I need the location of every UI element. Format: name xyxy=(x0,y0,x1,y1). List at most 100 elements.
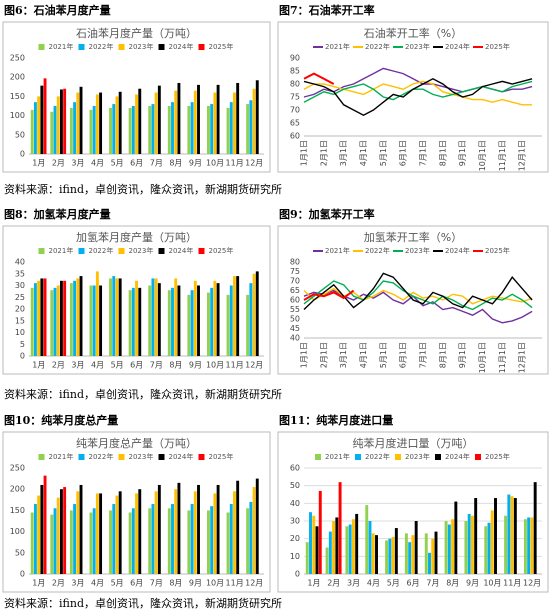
x-tick-label: 2月 xyxy=(52,579,65,588)
x-tick-label: 2月 xyxy=(52,159,65,168)
x-tick-label: 10月 xyxy=(206,579,224,588)
legend-swatch xyxy=(198,44,205,50)
bar xyxy=(177,482,181,574)
bar xyxy=(404,533,408,574)
bar xyxy=(112,104,116,154)
y-tick-label: 65 xyxy=(290,119,300,128)
bar xyxy=(197,84,200,154)
bar xyxy=(56,96,60,154)
bar xyxy=(63,487,67,574)
x-tick-label: 10月1日 xyxy=(478,342,487,373)
x-tick-label: 9月 xyxy=(189,159,202,168)
bar xyxy=(216,283,220,356)
bar xyxy=(118,491,122,574)
bar xyxy=(177,82,181,154)
x-tick-label: 2月 xyxy=(52,361,65,370)
legend-label: 2024年 xyxy=(445,452,470,461)
bar xyxy=(95,94,99,154)
bar xyxy=(210,104,214,154)
x-tick-label: 6月 xyxy=(130,159,143,168)
y-tick-label: 10 xyxy=(290,552,300,561)
bar xyxy=(76,92,80,154)
legend-label: 2022年 xyxy=(89,452,114,461)
y-tick-label: 5 xyxy=(20,340,25,349)
y-tick-label: 0 xyxy=(295,570,300,579)
bar xyxy=(464,521,468,574)
bar xyxy=(447,524,451,574)
legend-label: 2021年 xyxy=(49,452,74,461)
bar xyxy=(190,290,194,356)
bar xyxy=(151,504,155,574)
legend-label: 2025年 xyxy=(485,42,510,51)
bar xyxy=(431,538,435,574)
x-tick-label: 11月 xyxy=(226,579,244,588)
bar xyxy=(197,285,200,356)
x-tick-label: 5月 xyxy=(111,579,124,588)
bar xyxy=(63,280,67,356)
bar xyxy=(73,102,77,154)
bar xyxy=(318,490,322,574)
chart-title: 纯苯月度总产量（万吨） xyxy=(76,436,197,450)
bar xyxy=(414,521,418,574)
bar xyxy=(411,535,415,574)
figure-caption: 图11：纯苯月度进口量 xyxy=(279,413,393,427)
y-tick-label: 250 xyxy=(10,464,25,473)
legend-swatch xyxy=(38,44,45,50)
source-note: 资料来源：ifind，卓创资讯，隆众资讯，新湖期货研究所 xyxy=(4,596,282,610)
legend-label: 2024年 xyxy=(169,452,194,461)
x-tick-label: 1月 xyxy=(307,579,320,588)
bar xyxy=(252,273,256,356)
bar xyxy=(424,533,428,574)
legend-swatch xyxy=(315,454,321,460)
legend-label: 2022年 xyxy=(365,246,390,255)
chart-title: 石油苯开工率（%） xyxy=(364,26,462,40)
y-tick-label: 40 xyxy=(290,334,300,343)
legend-label: 2021年 xyxy=(49,246,74,255)
legend-swatch xyxy=(198,248,205,254)
bar xyxy=(249,100,253,154)
figure-caption: 图8：加氢苯月度产量 xyxy=(4,207,111,221)
bar xyxy=(523,519,527,574)
bar xyxy=(513,498,517,574)
y-tick-label: 70 xyxy=(290,277,300,286)
bar xyxy=(312,515,316,574)
bar xyxy=(255,271,259,356)
legend-swatch xyxy=(158,44,165,50)
legend-swatch xyxy=(435,454,441,460)
bar xyxy=(33,102,37,154)
x-tick-label: 10月 xyxy=(206,361,224,370)
y-tick-label: 80 xyxy=(290,258,300,267)
x-tick-label: 7月 xyxy=(150,361,163,370)
bar xyxy=(109,510,112,574)
y-tick-label: 0 xyxy=(20,352,25,361)
bar xyxy=(40,85,44,154)
bar xyxy=(76,278,80,356)
line-series xyxy=(303,78,533,116)
x-tick-label: 6月 xyxy=(130,579,143,588)
bar xyxy=(37,495,41,574)
bar xyxy=(171,287,174,356)
bar xyxy=(249,501,253,574)
legend-label: 2021年 xyxy=(49,42,74,51)
bar xyxy=(187,106,191,154)
bar xyxy=(210,287,214,356)
bar xyxy=(328,531,332,574)
bar xyxy=(470,515,474,574)
bar xyxy=(388,538,392,574)
bar xyxy=(236,82,240,154)
bar xyxy=(43,78,47,154)
legend-label: 2022年 xyxy=(89,246,114,255)
bar xyxy=(154,278,158,356)
legend-label: 2023年 xyxy=(129,246,154,255)
bar xyxy=(59,489,63,574)
figure-caption: 图6：石油苯月度产量 xyxy=(4,3,111,17)
chart-title: 纯苯月度进口量（万吨） xyxy=(353,436,474,450)
x-tick-label: 3月 xyxy=(71,159,84,168)
bar xyxy=(368,521,372,574)
x-tick-label: 8月1日 xyxy=(438,342,447,368)
y-tick-label: 65 xyxy=(290,286,300,295)
bar xyxy=(95,271,99,356)
x-tick-label: 11月 xyxy=(226,159,244,168)
bar xyxy=(233,491,236,574)
